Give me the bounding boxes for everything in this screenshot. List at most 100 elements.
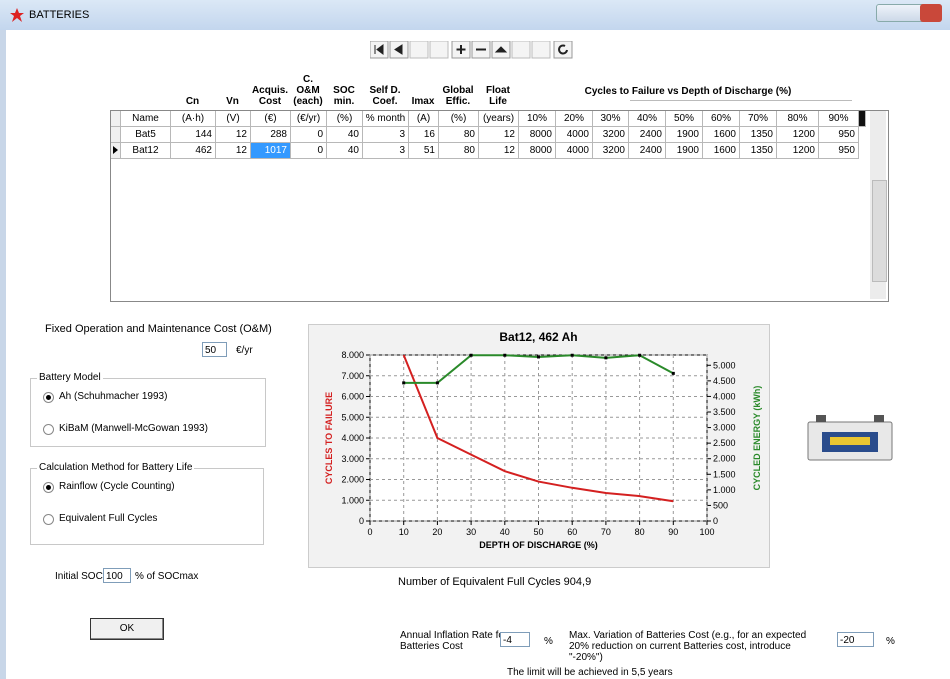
row-indicator-header [111, 111, 121, 127]
table-cell[interactable]: 12 [216, 143, 251, 159]
inflation-unit: % [544, 636, 553, 647]
last-button[interactable] [430, 41, 448, 58]
refresh-button[interactable] [554, 41, 572, 58]
post-button[interactable] [512, 41, 530, 58]
column-header: (years) [479, 111, 519, 127]
soc-input[interactable]: 100 [103, 568, 131, 583]
column-header: 60% [703, 111, 740, 127]
table-cell[interactable]: Bat5 [121, 127, 171, 143]
group-header: C. O&M (each) [290, 74, 326, 107]
table-cell[interactable]: 1200 [777, 143, 819, 159]
inflation-input[interactable]: -4 [500, 632, 530, 647]
table-cell[interactable]: 1350 [740, 143, 777, 159]
table-cell[interactable]: 40 [327, 143, 363, 159]
y-tick-label: 1.000 [341, 495, 364, 505]
table-cell[interactable]: 1350 [740, 127, 777, 143]
table-cell[interactable]: 12 [479, 127, 519, 143]
window-border [0, 30, 6, 679]
column-header: (€) [251, 111, 291, 127]
row-indicator [111, 127, 121, 143]
table-cell[interactable]: 40 [327, 127, 363, 143]
table-cell[interactable]: 4000 [556, 127, 593, 143]
y2-tick-label: 2.500 [713, 438, 736, 448]
table-cell[interactable]: 0 [291, 143, 327, 159]
radio-button[interactable] [43, 424, 54, 435]
close-button[interactable] [920, 4, 942, 22]
y2-tick-label: 2.000 [713, 454, 736, 464]
table-cell[interactable]: 950 [819, 143, 859, 159]
group-header: Imax [408, 96, 438, 107]
table-cell[interactable]: 2400 [629, 143, 666, 159]
table-cell[interactable]: 288 [251, 127, 291, 143]
column-header: (%) [327, 111, 363, 127]
group-header: Self D. Coef. [362, 85, 408, 107]
table-cell[interactable]: 4000 [556, 143, 593, 159]
y2-tick-label: 0 [713, 516, 718, 526]
chart-panel: Bat12, 462 Ah01.0002.0003.0004.0005.0006… [308, 324, 770, 568]
radio-label[interactable]: Rainflow (Cycle Counting) [59, 481, 175, 492]
radio-label[interactable]: KiBaM (Manwell-McGowan 1993) [59, 423, 208, 434]
point [537, 355, 540, 358]
x-tick-label: 30 [466, 527, 476, 537]
y2-tick-label: 1.000 [713, 485, 736, 495]
row-pointer [111, 143, 120, 157]
radio-label[interactable]: Ah (Schuhmacher 1993) [59, 391, 167, 402]
radio-button[interactable] [43, 514, 54, 525]
radio-button[interactable] [43, 482, 54, 493]
table-cell[interactable]: Bat12 [121, 143, 171, 159]
y2-tick-label: 5.000 [713, 360, 736, 370]
table-cell[interactable]: 1200 [777, 127, 819, 143]
radio-button[interactable] [43, 392, 54, 403]
table-cell[interactable]: 3 [363, 127, 409, 143]
y2-tick-label: 3.000 [713, 423, 736, 433]
table-cell[interactable]: 3200 [593, 143, 629, 159]
next-button[interactable] [410, 41, 428, 58]
table-cell[interactable]: 1600 [703, 143, 740, 159]
table-cell[interactable]: 3 [363, 143, 409, 159]
table-cell[interactable]: 1017 [251, 143, 291, 159]
table-cell[interactable]: 0 [291, 127, 327, 143]
cancel-button[interactable] [532, 41, 550, 58]
variation-input[interactable]: -20 [837, 632, 874, 647]
end-cell [859, 111, 866, 127]
y2-tick-label: 1.500 [713, 469, 736, 479]
table-cell[interactable]: 1900 [666, 143, 703, 159]
group-underline [630, 100, 852, 101]
column-header: 40% [629, 111, 666, 127]
table-cell[interactable]: 1600 [703, 127, 740, 143]
table-cell[interactable]: 51 [409, 143, 439, 159]
group-header: SOC min. [326, 85, 362, 107]
title-bar [0, 0, 950, 30]
scroll-thumb[interactable] [872, 180, 887, 282]
column-header: 50% [666, 111, 703, 127]
table-cell[interactable]: 12 [479, 143, 519, 159]
group-header: Vn [215, 96, 250, 107]
table-cell[interactable]: 950 [819, 127, 859, 143]
table-cell[interactable]: 16 [409, 127, 439, 143]
table-cell[interactable]: 12 [216, 127, 251, 143]
x-tick-label: 90 [668, 527, 678, 537]
point [571, 354, 574, 357]
soc-label: Initial SOC: [55, 571, 106, 582]
battery-image [800, 410, 900, 465]
om-input[interactable]: 50 [202, 342, 227, 357]
table-cell[interactable]: 80 [439, 143, 479, 159]
table-cell[interactable]: 8000 [519, 127, 556, 143]
ok-button[interactable]: OK [90, 618, 164, 640]
x-tick-label: 80 [635, 527, 645, 537]
point [402, 381, 405, 384]
table-cell[interactable]: 1900 [666, 127, 703, 143]
y2-tick-label: 3.500 [713, 407, 736, 417]
app-icon [10, 8, 24, 22]
table-cell[interactable]: 2400 [629, 127, 666, 143]
table-cell[interactable]: 80 [439, 127, 479, 143]
table-cell[interactable]: 144 [171, 127, 216, 143]
table-cell[interactable]: 8000 [519, 143, 556, 159]
table-cell[interactable]: 3200 [593, 127, 629, 143]
radio-label[interactable]: Equivalent Full Cycles [59, 513, 157, 524]
variation-label: Max. Variation of Batteries Cost (e.g., … [569, 630, 821, 663]
table-cell[interactable]: 462 [171, 143, 216, 159]
column-header: (%) [439, 111, 479, 127]
column-header: 30% [593, 111, 629, 127]
column-header: 90% [819, 111, 859, 127]
